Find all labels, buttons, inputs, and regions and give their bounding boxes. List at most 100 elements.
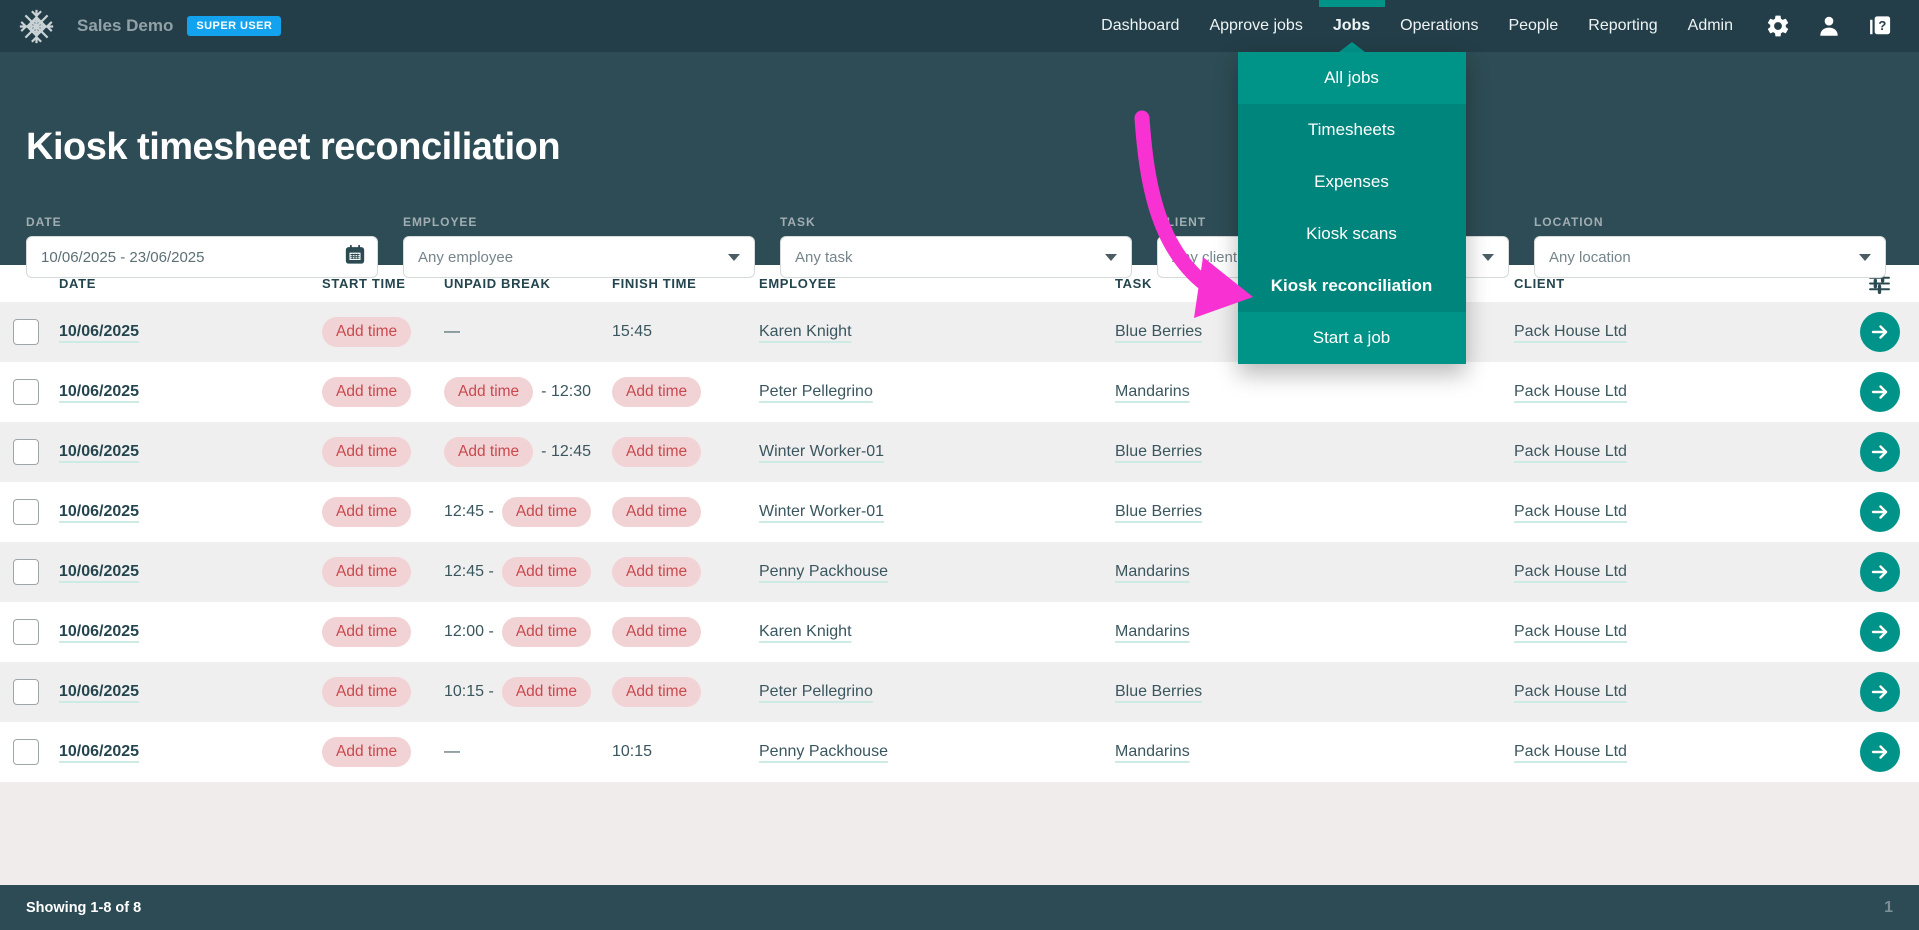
add-time-button[interactable]: Add time: [501, 677, 591, 707]
add-time-button[interactable]: Add time: [322, 437, 412, 467]
nav-item-operations[interactable]: Operations: [1385, 0, 1493, 52]
row-client-link[interactable]: Pack House Ltd: [1514, 563, 1627, 580]
row-checkbox[interactable]: [13, 499, 39, 525]
row-employee-link[interactable]: Peter Pellegrino: [759, 383, 873, 400]
row-employee-link[interactable]: Karen Knight: [759, 623, 852, 640]
jobs-menu-item-timesheets[interactable]: Timesheets: [1237, 104, 1466, 156]
row-client-link[interactable]: Pack House Ltd: [1514, 623, 1627, 640]
row-client-link[interactable]: Pack House Ltd: [1514, 743, 1627, 760]
add-time-button[interactable]: Add time: [612, 557, 702, 587]
row-checkbox[interactable]: [13, 739, 39, 765]
row-checkbox[interactable]: [13, 619, 39, 645]
nav-item-admin[interactable]: Admin: [1673, 0, 1748, 52]
add-time-button[interactable]: Add time: [501, 497, 591, 527]
row-client-link[interactable]: Pack House Ltd: [1514, 383, 1627, 400]
open-row-button[interactable]: [1859, 552, 1900, 592]
add-time-button[interactable]: Add time: [501, 617, 591, 647]
settings-gear-icon[interactable]: [1764, 13, 1791, 40]
jobs-menu-item-expenses[interactable]: Expenses: [1237, 156, 1466, 208]
open-row-button[interactable]: [1859, 672, 1900, 712]
row-date[interactable]: 10/06/2025: [59, 383, 140, 400]
jobs-menu-item-all-jobs[interactable]: All jobs: [1237, 52, 1466, 104]
start-time-cell: Add time: [322, 497, 444, 527]
row-date[interactable]: 10/06/2025: [59, 503, 140, 520]
nav-item-approve-jobs[interactable]: Approve jobs: [1194, 0, 1317, 52]
task-select[interactable]: Any task: [780, 236, 1132, 278]
row-task-link[interactable]: Blue Berries: [1115, 443, 1203, 460]
row-task-link[interactable]: Blue Berries: [1115, 683, 1203, 700]
checkbox-cell: [0, 619, 59, 645]
row-client-link[interactable]: Pack House Ltd: [1514, 503, 1627, 520]
open-row-button[interactable]: [1859, 432, 1900, 472]
row-date[interactable]: 10/06/2025: [59, 443, 140, 460]
open-row-button[interactable]: [1859, 612, 1900, 652]
jobs-menu-item-start-a-job[interactable]: Start a job: [1237, 312, 1466, 364]
checkbox-cell: [0, 559, 59, 585]
row-task-link[interactable]: Mandarins: [1115, 623, 1190, 640]
row-date[interactable]: 10/06/2025: [59, 683, 140, 700]
add-time-button[interactable]: Add time: [612, 677, 702, 707]
row-employee-link[interactable]: Penny Packhouse: [759, 743, 888, 760]
add-time-button[interactable]: Add time: [322, 497, 412, 527]
row-task-link[interactable]: Blue Berries: [1115, 323, 1203, 340]
column-header-finish-time: FINISH TIME: [612, 276, 697, 291]
add-time-button[interactable]: Add time: [612, 617, 702, 647]
add-time-button[interactable]: Add time: [322, 677, 412, 707]
nav-item-people[interactable]: People: [1493, 0, 1573, 52]
add-time-button[interactable]: Add time: [444, 377, 534, 407]
user-account-icon[interactable]: [1815, 13, 1842, 40]
add-time-button[interactable]: Add time: [322, 737, 412, 767]
open-row-button[interactable]: [1859, 372, 1900, 412]
row-checkbox[interactable]: [13, 559, 39, 585]
jobs-menu-item-kiosk-scans[interactable]: Kiosk scans: [1237, 208, 1466, 260]
row-checkbox[interactable]: [13, 319, 39, 345]
task-cell: Mandarins: [1115, 563, 1514, 581]
row-task-link[interactable]: Mandarins: [1115, 563, 1190, 580]
date-cell: 10/06/2025: [59, 503, 322, 521]
row-client-link[interactable]: Pack House Ltd: [1514, 443, 1627, 460]
open-row-button[interactable]: [1859, 492, 1900, 532]
add-time-button[interactable]: Add time: [444, 437, 534, 467]
page-header: Kiosk timesheet reconciliation DATE 10/06…: [0, 52, 1919, 278]
row-date[interactable]: 10/06/2025: [59, 563, 140, 580]
add-time-button[interactable]: Add time: [612, 377, 702, 407]
employee-cell: Peter Pellegrino: [759, 383, 1115, 401]
employee-select[interactable]: Any employee: [403, 236, 755, 278]
page-number[interactable]: 1: [1884, 898, 1893, 916]
row-employee-link[interactable]: Karen Knight: [759, 323, 852, 340]
row-task-link[interactable]: Mandarins: [1115, 743, 1190, 760]
add-time-button[interactable]: Add time: [322, 317, 412, 347]
row-date[interactable]: 10/06/2025: [59, 743, 140, 760]
row-employee-link[interactable]: Winter Worker-01: [759, 503, 885, 520]
row-employee-link[interactable]: Winter Worker-01: [759, 443, 885, 460]
add-time-button[interactable]: Add time: [612, 437, 702, 467]
row-date[interactable]: 10/06/2025: [59, 323, 140, 340]
nav-item-jobs[interactable]: Jobs All jobs Timesheets Expenses Kiosk scan…: [1237, 0, 1466, 364]
row-checkbox[interactable]: [13, 679, 39, 705]
nav-item-dashboard[interactable]: Dashboard: [1086, 0, 1194, 52]
add-time-button[interactable]: Add time: [322, 377, 412, 407]
date-range-input[interactable]: 10/06/2025 - 23/06/2025: [26, 236, 378, 278]
nav-item-reporting[interactable]: Reporting: [1573, 0, 1672, 52]
add-time-button[interactable]: Add time: [612, 497, 702, 527]
checkbox-cell: [0, 679, 59, 705]
row-task-link[interactable]: Blue Berries: [1115, 503, 1203, 520]
row-employee-link[interactable]: Penny Packhouse: [759, 563, 888, 580]
task-cell: Mandarins: [1115, 623, 1514, 641]
row-checkbox[interactable]: [13, 439, 39, 465]
add-time-button[interactable]: Add time: [501, 557, 591, 587]
open-row-button[interactable]: [1859, 312, 1900, 352]
row-client-link[interactable]: Pack House Ltd: [1514, 683, 1627, 700]
row-employee-link[interactable]: Peter Pellegrino: [759, 683, 873, 700]
open-row-button[interactable]: [1859, 732, 1900, 772]
add-time-button[interactable]: Add time: [322, 557, 412, 587]
row-task-link[interactable]: Mandarins: [1115, 383, 1190, 400]
finish-time-cell: Add time: [612, 677, 759, 707]
row-checkbox[interactable]: [13, 379, 39, 405]
add-time-button[interactable]: Add time: [322, 617, 412, 647]
help-icon[interactable]: ?: [1866, 13, 1893, 40]
jobs-menu-item-kiosk-reconciliation[interactable]: Kiosk reconciliation: [1237, 260, 1466, 312]
location-select[interactable]: Any location: [1534, 236, 1886, 278]
row-date[interactable]: 10/06/2025: [59, 623, 140, 640]
row-client-link[interactable]: Pack House Ltd: [1514, 323, 1627, 340]
